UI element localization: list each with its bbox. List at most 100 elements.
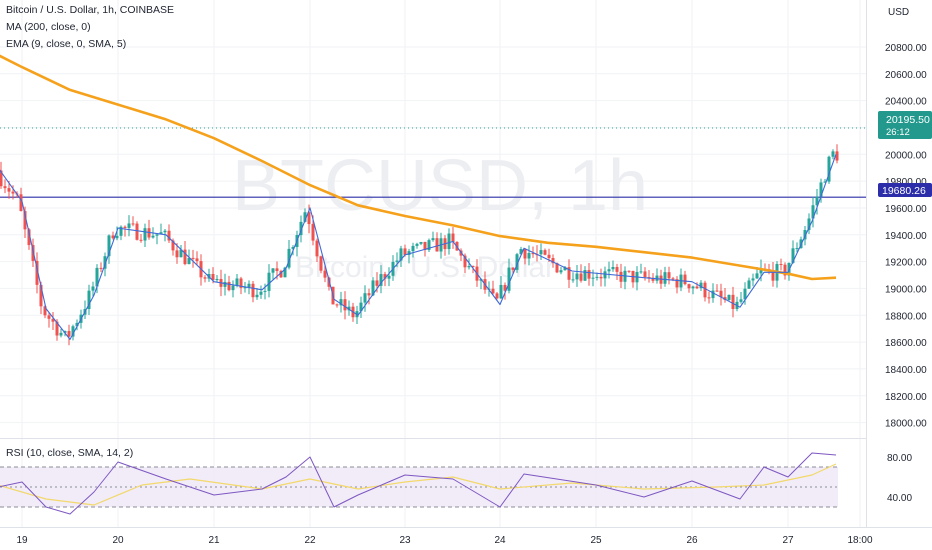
time-axis[interactable]: 19 20 21 22 23 24 25 26 27 18:00 (16, 535, 873, 546)
candle-body (599, 276, 603, 279)
candle-body (751, 278, 755, 281)
candle-body (543, 250, 547, 255)
candle-body (383, 274, 387, 279)
candle-body (127, 223, 131, 228)
level-badge (878, 183, 932, 197)
candle-body (823, 181, 827, 183)
candle-body (739, 299, 743, 302)
candle-body (723, 297, 727, 300)
candle-body (803, 230, 807, 240)
candle-body (423, 241, 427, 250)
candle-body (99, 267, 103, 269)
candle-body (563, 267, 567, 271)
candle-body (3, 186, 7, 189)
candle-body (19, 194, 23, 212)
horizontal-level[interactable] (0, 127, 866, 198)
candle-body (703, 282, 707, 298)
candle-body (159, 232, 163, 235)
price-tick-label: 18400.00 (885, 365, 927, 376)
candle-body (323, 270, 327, 278)
candle-body (151, 235, 155, 238)
ema-legend[interactable]: EMA (9, close, 0, SMA, 5) (6, 38, 127, 50)
last-price-value: 20195.50 (886, 114, 930, 126)
time-tick-label: 19 (16, 535, 28, 546)
price-tick-label: 18600.00 (885, 338, 927, 349)
candle-body (447, 233, 451, 250)
candle-body (743, 288, 747, 300)
candle-body (815, 196, 819, 206)
candle-body (343, 299, 347, 311)
price-tick-label: 18000.00 (885, 419, 927, 430)
ma-legend[interactable]: MA (200, close, 0) (6, 21, 91, 33)
candle-body (279, 271, 283, 278)
candle-body (707, 297, 711, 299)
candle-body (603, 271, 607, 279)
candle-body (175, 250, 179, 258)
rsi-signal-path (0, 463, 837, 506)
candle-body (143, 228, 147, 241)
rsi-legend[interactable]: RSI (10, close, SMA, 14, 2) (6, 447, 134, 459)
candle-body (471, 266, 475, 268)
candle-body (411, 245, 415, 252)
candle-body (0, 170, 3, 187)
candle-body (119, 226, 123, 236)
candle-body (727, 294, 731, 300)
candle-body (399, 248, 403, 261)
candle-body (687, 284, 691, 289)
candle-body (339, 299, 343, 306)
candle-body (319, 256, 323, 271)
candle-body (511, 267, 515, 270)
candle-body (519, 248, 523, 255)
candle-body (571, 279, 575, 281)
candle-body (7, 188, 11, 192)
candle-body (715, 290, 719, 292)
candle-body (675, 279, 679, 288)
candle-body (11, 191, 15, 194)
candle-body (643, 271, 647, 278)
ema-9-line (0, 154, 837, 340)
candle-body (747, 280, 751, 289)
candle-body (639, 271, 643, 273)
candle-body (387, 275, 391, 279)
candle-body (827, 156, 831, 182)
candle-body (247, 283, 251, 288)
candle-body (795, 248, 799, 250)
price-badges: 20195.50 26:12 19680.26 (878, 111, 932, 197)
candle-body (607, 269, 611, 272)
candle-body (783, 264, 787, 276)
candle-body (43, 306, 47, 316)
rsi-lines (0, 452, 837, 515)
candle-body (731, 294, 735, 309)
candle-body (539, 250, 543, 255)
candle-body (495, 293, 499, 299)
candle-body (811, 205, 815, 219)
price-tick-label: 19000.00 (885, 284, 927, 295)
candle-body (31, 245, 35, 261)
candle-body (587, 270, 591, 279)
time-tick-label: 22 (304, 535, 316, 546)
candle-body (55, 321, 59, 336)
countdown-value: 26:12 (886, 127, 910, 138)
candle-body (591, 277, 595, 279)
candle-body (63, 330, 67, 333)
time-tick-label: 21 (208, 535, 220, 546)
candle-body (551, 258, 555, 264)
candle-body (183, 249, 187, 265)
candle-body (771, 270, 775, 281)
ma-200-path (0, 54, 837, 281)
candle-body (103, 256, 107, 269)
candle-body (807, 218, 811, 231)
candle-body (71, 326, 75, 337)
candle-body (115, 235, 119, 239)
time-tick-label: 25 (590, 535, 602, 546)
candle-body (515, 254, 519, 270)
candle-body (595, 276, 599, 278)
candle-body (615, 266, 619, 272)
candle-body (403, 248, 407, 255)
price-tick-label: 20600.00 (885, 70, 927, 81)
candle-body (359, 302, 363, 312)
price-tick-label: 19400.00 (885, 231, 927, 242)
price-axis[interactable]: USD 18000.00 18200.00 18400.00 18600.00 1880… (885, 7, 927, 504)
candle-body (395, 260, 399, 262)
